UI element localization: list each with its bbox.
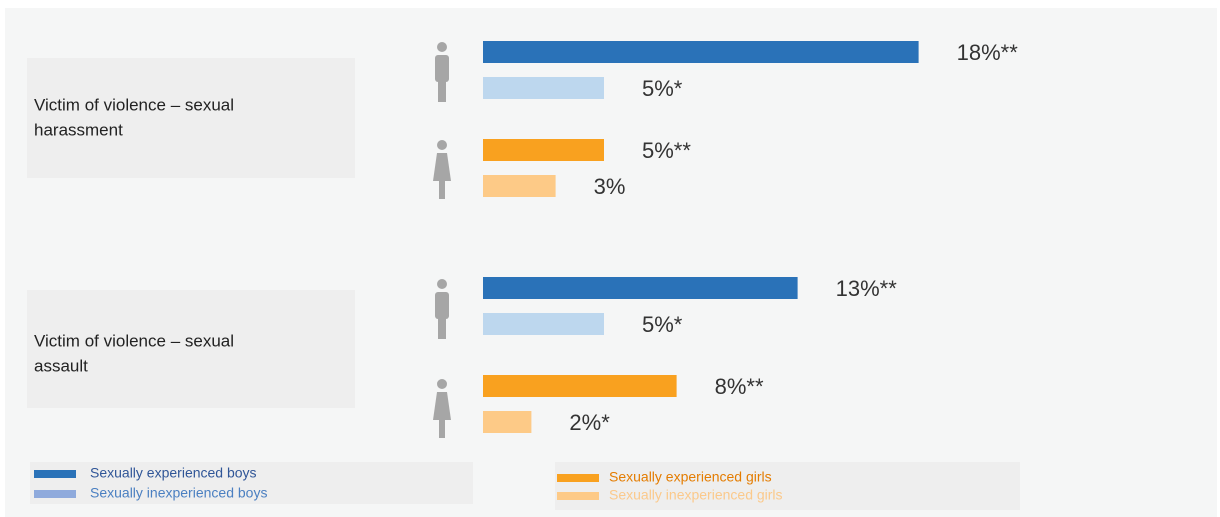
legend-swatch	[557, 474, 599, 482]
value-label: 3%	[594, 174, 626, 199]
bar	[483, 277, 798, 299]
boy-icon	[435, 42, 449, 102]
category-box	[27, 58, 355, 178]
category-label: harassment	[34, 120, 123, 139]
value-label: 5%*	[642, 76, 683, 101]
category-label: Victim of violence – sexual	[34, 95, 234, 114]
legend-label: Sexually experienced girls	[609, 469, 772, 485]
boy-icon	[435, 279, 449, 339]
legend-swatch	[34, 470, 76, 478]
value-label: 5%**	[642, 138, 691, 163]
value-label: 8%**	[715, 374, 764, 399]
bar	[483, 375, 677, 397]
value-label: 13%**	[836, 276, 898, 301]
bar	[483, 139, 604, 161]
legend-swatch	[34, 490, 76, 498]
legend-label: Sexually inexperienced boys	[90, 485, 267, 501]
category-label: Victim of violence – sexual	[34, 331, 234, 350]
category-label: assault	[34, 356, 88, 375]
legend-swatch	[557, 492, 599, 500]
bar	[483, 313, 604, 335]
girl-icon	[433, 140, 451, 199]
bar	[483, 41, 919, 63]
category-box	[27, 290, 355, 408]
value-label: 5%*	[642, 312, 683, 337]
legend-box	[30, 462, 473, 504]
legend-label: Sexually experienced boys	[90, 465, 257, 481]
value-label: 2%*	[569, 410, 610, 435]
bar	[483, 175, 556, 197]
girl-icon	[433, 379, 451, 438]
bar	[483, 77, 604, 99]
bar	[483, 411, 532, 433]
legend-label: Sexually inexperienced girls	[609, 487, 783, 503]
value-label: 18%**	[957, 40, 1019, 65]
legend-box	[555, 462, 1020, 510]
icons	[433, 42, 451, 438]
